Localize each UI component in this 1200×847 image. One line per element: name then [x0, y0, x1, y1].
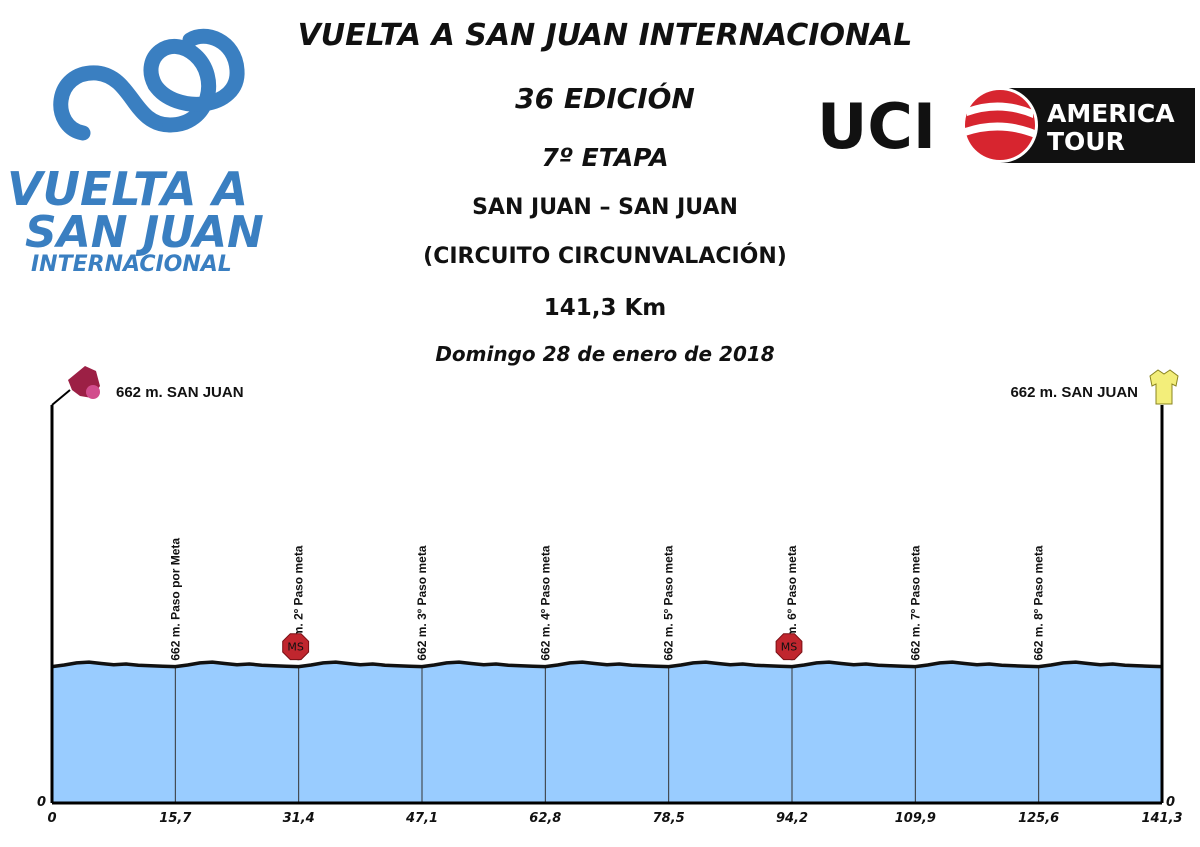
- race-title: VUELTA A SAN JUAN INTERNACIONAL: [297, 18, 913, 53]
- marker-label: 662 m. Paso por Meta: [168, 538, 182, 661]
- x-tick-label: 78,5: [653, 811, 685, 826]
- uci-tour-line1: AMERICA: [1047, 99, 1175, 128]
- uci-tour-line2: TOUR: [1047, 127, 1125, 156]
- distance-label: 141,3 Km: [543, 295, 667, 321]
- start-label: 662 m. SAN JUAN: [116, 384, 244, 401]
- sprint-badge-label: MS: [287, 641, 303, 654]
- x-tick-label: 15,7: [159, 811, 192, 826]
- x-tick-label: 141,3: [1141, 811, 1182, 826]
- start-flag-pole: [51, 389, 71, 406]
- y-tick-label-right: 0: [1166, 795, 1175, 810]
- logo-line1: VUELTA A: [7, 162, 248, 216]
- logo-line2: SAN JUAN: [25, 207, 264, 258]
- x-tick-label: 94,2: [776, 811, 808, 826]
- marker-label: 662 m. 8º Paso meta: [1032, 545, 1046, 660]
- finish-jersey-icon: [1149, 369, 1179, 405]
- date-label: Domingo 28 de enero de 2018: [435, 342, 775, 366]
- marker-label: 662 m. 3º Paso meta: [415, 545, 429, 660]
- sprint-badge-icon: [282, 633, 310, 661]
- marker-label: 662 m. 7º Paso meta: [908, 545, 922, 660]
- stage-label: 7º ETAPA: [541, 143, 669, 172]
- x-tick-label: 62,8: [529, 811, 561, 826]
- circuit-label: (CIRCUITO CIRCUNVALACIÓN): [423, 244, 787, 269]
- y-tick-label-left: 0: [37, 795, 46, 810]
- x-tick-label: 125,6: [1018, 811, 1059, 826]
- marker-label: 662 m. 5º Paso meta: [662, 545, 676, 660]
- profile-area: [52, 662, 1162, 803]
- uci-america-tour-logo: UCI AMERICA TOUR: [817, 88, 1195, 163]
- start-flag-accent: [86, 385, 100, 399]
- sprint-badge-icon: [775, 633, 803, 661]
- marker-label: 662 m. 2º Paso meta: [292, 545, 306, 660]
- uci-rainbow-icon: [965, 90, 1035, 160]
- x-tick-label: 109,9: [895, 811, 936, 826]
- finish-label: 662 m. SAN JUAN: [1010, 384, 1138, 401]
- x-tick-label: 47,1: [405, 811, 438, 826]
- x-tick-label: 0: [47, 811, 56, 826]
- edition-label: 36 EDICIÓN: [515, 82, 695, 115]
- vuelta-san-juan-logo: VUELTA A SAN JUAN INTERNACIONAL: [7, 28, 264, 277]
- x-tick-label: 31,4: [283, 811, 315, 826]
- marker-label: 662 m. 6º Paso meta: [785, 545, 799, 660]
- marker-label: 662 m. 4º Paso meta: [538, 545, 552, 660]
- route-label: SAN JUAN – SAN JUAN: [472, 195, 738, 220]
- uci-brand: UCI: [817, 90, 936, 163]
- profile-line: [51, 660, 1163, 669]
- sprint-badge-label: MS: [781, 641, 797, 654]
- logo-line3: INTERNACIONAL: [31, 252, 232, 277]
